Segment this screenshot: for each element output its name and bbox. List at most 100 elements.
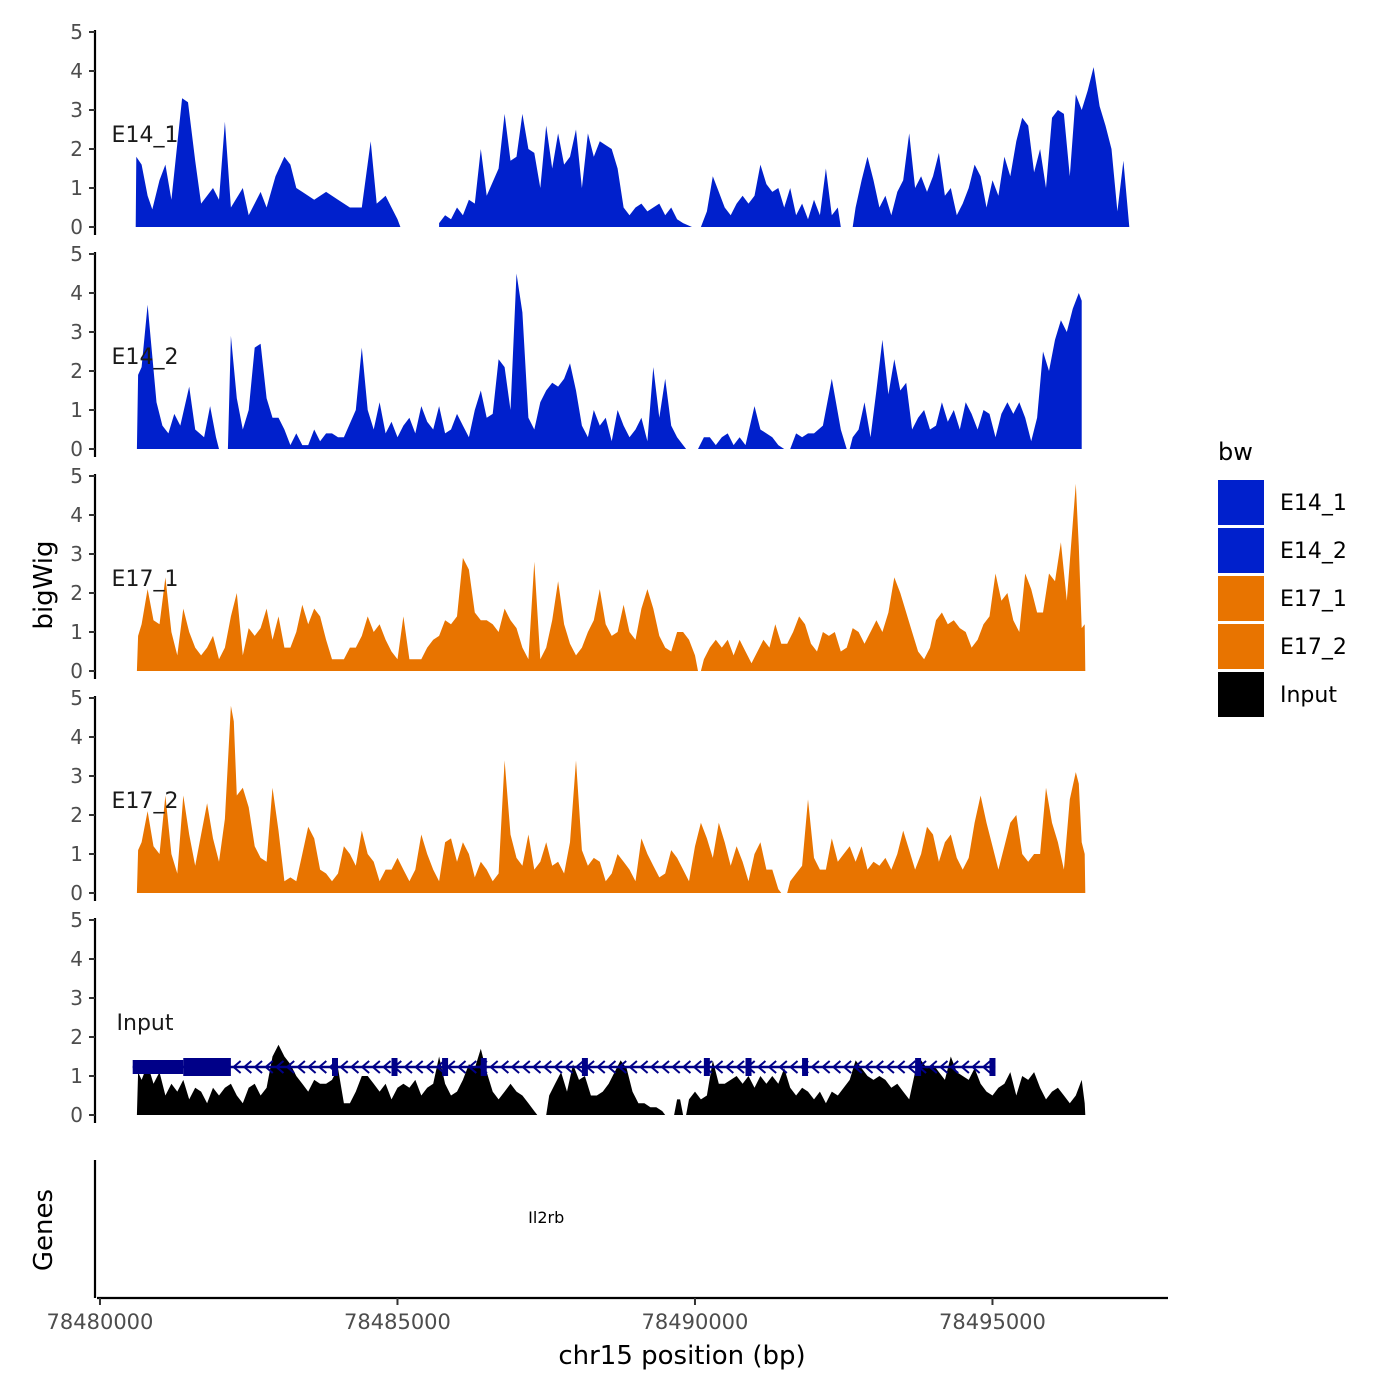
strand-arrow	[938, 1060, 949, 1074]
strand-arrow	[521, 1060, 531, 1074]
strand-arrow	[360, 1060, 370, 1074]
y-tick-label: 5	[70, 686, 83, 710]
strand-arrow	[981, 1060, 991, 1074]
strand-arrow	[253, 1060, 263, 1074]
gene-exon	[802, 1058, 809, 1076]
y-tick-label: 3	[70, 764, 83, 788]
y-tick-label: 2	[70, 803, 83, 827]
strand-arrow	[349, 1060, 360, 1074]
y-tick-label: 2	[70, 1025, 83, 1049]
strand-arrow	[435, 1060, 445, 1074]
x-tick-label: 78480000	[47, 1310, 154, 1334]
strand-arrow	[606, 1060, 617, 1074]
strand-arrow	[724, 1060, 734, 1074]
track-panel-E17_1: 0 1 2 3 4 5 E17_1	[70, 464, 1086, 683]
strand-arrow	[285, 1060, 295, 1074]
legend-label-E17_2: E17_2	[1280, 635, 1347, 660]
strand-arrow	[499, 1060, 510, 1074]
strand-arrow	[510, 1060, 520, 1074]
gene-exon	[332, 1058, 338, 1076]
gene-utr-block	[132, 1060, 184, 1074]
track-label-E17_2: E17_2	[112, 789, 179, 814]
strand-arrow	[574, 1060, 585, 1074]
y-tick-label: 3	[70, 320, 83, 344]
gene-exon	[989, 1058, 996, 1076]
strand-arrow	[853, 1060, 863, 1074]
strand-arrow	[307, 1060, 317, 1074]
track-label-Input: Input	[117, 1011, 174, 1036]
x-axis-label: chr15 position (bp)	[558, 1341, 805, 1371]
strand-arrow	[564, 1060, 574, 1074]
legend-swatch-E14_2	[1218, 528, 1264, 573]
y-tick-label: 0	[70, 659, 83, 683]
strand-arrow	[928, 1060, 938, 1074]
legend-label-Input: Input	[1280, 683, 1337, 708]
strand-arrow	[424, 1060, 435, 1074]
strand-arrow	[671, 1060, 681, 1074]
y-tick-label: 0	[70, 881, 83, 905]
strand-arrow	[767, 1060, 777, 1074]
y-tick-label: 5	[70, 464, 83, 488]
strand-arrow	[660, 1060, 670, 1074]
y-tick-label: 0	[70, 215, 83, 239]
strand-arrow	[274, 1060, 285, 1074]
strand-arrow	[885, 1060, 895, 1074]
track-label-E14_2: E14_2	[112, 345, 179, 370]
strand-arrow	[553, 1060, 563, 1074]
coverage-area-E17_2	[136, 705, 1086, 893]
y-tick-label: 4	[70, 725, 83, 749]
track-panels: 0 1 2 3 4 5 E14_1 0 1 2 3 4 5 E14_2 0 1 2 3 4 5 E17_1 0 1 2 3 4 5 E…	[70, 20, 1130, 1127]
strand-arrow	[714, 1060, 724, 1074]
gene-exon	[745, 1058, 752, 1076]
strand-arrow	[531, 1060, 542, 1074]
y-tick-label: 3	[70, 98, 83, 122]
y-tick-label: 2	[70, 359, 83, 383]
y-tick-label: 4	[70, 59, 83, 83]
strand-arrow	[810, 1060, 820, 1074]
y-tick-label: 5	[70, 242, 83, 266]
gene-exon	[391, 1058, 398, 1076]
strand-arrow	[778, 1060, 788, 1074]
x-axis: 78480000 78485000 78490000 78495000	[47, 1296, 1168, 1334]
strand-arrow	[842, 1060, 852, 1074]
y-tick-label: 1	[70, 398, 83, 422]
y-tick-label: 3	[70, 542, 83, 566]
legend-swatch-Input	[1218, 672, 1264, 717]
genes-axis-label: Genes	[29, 1189, 59, 1271]
strand-arrow	[339, 1060, 349, 1074]
strand-arrow	[874, 1060, 884, 1074]
x-tick-label: 78495000	[939, 1310, 1046, 1334]
strand-arrow	[960, 1060, 970, 1074]
y-tick-label: 0	[70, 437, 83, 461]
track-panel-Input: 0 1 2 3 4 5 Input	[70, 908, 1086, 1127]
legend-swatch-E17_2	[1218, 624, 1264, 669]
legend-label-E14_2: E14_2	[1280, 539, 1347, 564]
y-tick-label: 1	[70, 176, 83, 200]
strand-arrow	[821, 1060, 831, 1074]
track-panel-E17_2: 0 1 2 3 4 5 E17_2	[70, 686, 1086, 905]
gene-exon-block	[183, 1058, 231, 1076]
track-label-E17_1: E17_1	[112, 567, 179, 592]
y-tick-label: 2	[70, 581, 83, 605]
strand-arrow	[628, 1060, 638, 1074]
y-tick-label: 1	[70, 842, 83, 866]
gene-exon	[915, 1058, 922, 1076]
legend-swatch-E14_1	[1218, 480, 1264, 525]
gene-exon	[480, 1058, 487, 1076]
strand-arrow	[906, 1060, 917, 1074]
strand-arrow	[596, 1060, 606, 1074]
y-tick-label: 4	[70, 503, 83, 527]
coverage-area-Input	[136, 1044, 1086, 1115]
track-panel-E14_2: 0 1 2 3 4 5 E14_2	[70, 242, 1082, 461]
y-tick-label: 5	[70, 20, 83, 44]
strand-arrow	[467, 1060, 477, 1074]
legend-title: bw	[1218, 438, 1253, 466]
strand-arrow	[242, 1060, 252, 1074]
gene-exon	[442, 1058, 449, 1076]
coverage-area-E17_1	[136, 483, 1086, 671]
track-panel-E14_1: 0 1 2 3 4 5 E14_1	[70, 20, 1130, 239]
y-tick-label: 3	[70, 986, 83, 1010]
strand-arrow	[735, 1060, 745, 1074]
strand-arrow	[317, 1060, 327, 1074]
